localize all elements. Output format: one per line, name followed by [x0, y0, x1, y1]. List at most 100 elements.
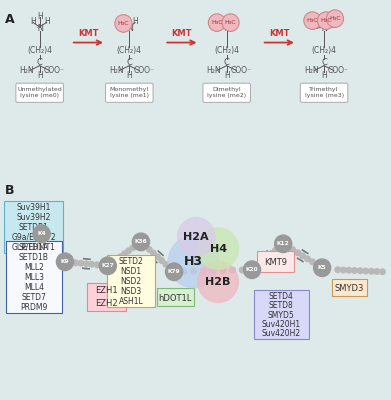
Circle shape	[305, 256, 310, 262]
Text: K4: K4	[37, 231, 46, 236]
Text: PRDM9: PRDM9	[20, 303, 47, 312]
Text: SETD2: SETD2	[119, 257, 143, 266]
Text: KMT: KMT	[172, 29, 192, 38]
Text: KMT: KMT	[269, 29, 289, 38]
FancyBboxPatch shape	[203, 83, 250, 102]
Text: H: H	[132, 17, 138, 26]
Circle shape	[346, 268, 352, 273]
Text: H₃C: H₃C	[118, 21, 129, 26]
Circle shape	[261, 257, 266, 263]
Text: MLL3: MLL3	[24, 273, 44, 282]
FancyBboxPatch shape	[157, 288, 194, 306]
Text: (CH₂)4: (CH₂)4	[117, 46, 142, 55]
Circle shape	[274, 235, 292, 253]
Text: SETD1A: SETD1A	[19, 243, 49, 252]
Text: K79: K79	[168, 269, 180, 274]
Circle shape	[45, 238, 50, 244]
Circle shape	[269, 251, 274, 256]
Text: H: H	[321, 71, 327, 80]
Circle shape	[314, 259, 331, 276]
Text: SETD4: SETD4	[269, 292, 294, 301]
Circle shape	[191, 268, 196, 274]
Text: H₂N: H₂N	[304, 66, 319, 75]
Circle shape	[6, 237, 11, 243]
Circle shape	[244, 261, 260, 278]
Text: H: H	[230, 17, 235, 26]
Circle shape	[253, 264, 258, 269]
Circle shape	[113, 257, 119, 262]
Circle shape	[198, 261, 239, 302]
Circle shape	[220, 268, 226, 273]
Text: H: H	[327, 17, 333, 26]
FancyBboxPatch shape	[332, 278, 366, 296]
Circle shape	[56, 253, 74, 270]
Text: H₃C: H₃C	[211, 20, 223, 25]
Circle shape	[42, 234, 47, 240]
FancyBboxPatch shape	[16, 83, 63, 102]
Text: K36: K36	[135, 239, 147, 244]
Circle shape	[300, 253, 305, 258]
Text: (CH₂)4: (CH₂)4	[27, 46, 52, 55]
Circle shape	[171, 269, 177, 274]
Text: K20: K20	[246, 267, 258, 272]
Circle shape	[62, 259, 68, 264]
Circle shape	[357, 268, 363, 274]
Circle shape	[265, 254, 270, 260]
Circle shape	[159, 258, 164, 263]
Circle shape	[62, 259, 68, 264]
Circle shape	[249, 267, 255, 272]
Text: COO⁻: COO⁻	[43, 66, 65, 75]
Text: H₂N: H₂N	[109, 66, 124, 75]
Circle shape	[100, 262, 105, 268]
Text: K9: K9	[61, 259, 69, 264]
Circle shape	[290, 247, 296, 253]
Circle shape	[48, 242, 53, 247]
Text: G9a/EHMT2: G9a/EHMT2	[11, 233, 56, 242]
Text: SETDB1: SETDB1	[19, 223, 49, 232]
Text: A: A	[5, 13, 14, 26]
Text: ·N: ·N	[319, 24, 328, 33]
FancyBboxPatch shape	[107, 255, 155, 307]
Circle shape	[280, 241, 286, 247]
Circle shape	[19, 234, 24, 240]
Circle shape	[84, 261, 89, 266]
Circle shape	[54, 248, 59, 254]
Text: Unmethylated
lysine (me0): Unmethylated lysine (me0)	[17, 87, 62, 98]
Circle shape	[134, 242, 140, 248]
Text: COO⁻: COO⁻	[133, 66, 154, 75]
Text: MLL2: MLL2	[24, 263, 44, 272]
Circle shape	[130, 245, 135, 251]
Text: H₃C: H₃C	[320, 18, 332, 23]
Text: H: H	[44, 17, 50, 26]
Text: Suv420H1: Suv420H1	[262, 320, 301, 329]
Circle shape	[276, 244, 282, 250]
Circle shape	[257, 260, 262, 266]
Circle shape	[68, 260, 73, 265]
Circle shape	[115, 15, 132, 32]
Text: hDOT1L: hDOT1L	[159, 294, 192, 302]
FancyBboxPatch shape	[106, 83, 153, 102]
Text: C: C	[321, 58, 327, 67]
Circle shape	[163, 262, 169, 267]
Text: (CH₂)4: (CH₂)4	[214, 46, 239, 55]
Circle shape	[138, 239, 143, 245]
Text: Dimethyl
lysine (me2): Dimethyl lysine (me2)	[207, 87, 246, 98]
Circle shape	[335, 267, 341, 272]
Circle shape	[208, 14, 226, 31]
Circle shape	[363, 268, 368, 274]
Text: SETD8: SETD8	[269, 301, 294, 310]
Text: NSD2: NSD2	[121, 277, 142, 286]
Text: ·N: ·N	[222, 24, 231, 33]
Text: H: H	[126, 71, 132, 80]
Circle shape	[198, 228, 239, 269]
Text: EZH1: EZH1	[95, 286, 118, 295]
Text: KMT: KMT	[78, 29, 99, 38]
Circle shape	[105, 263, 111, 268]
Circle shape	[285, 244, 291, 250]
Text: MLL4: MLL4	[24, 283, 44, 292]
Text: GLP/EHMT1: GLP/EHMT1	[12, 243, 56, 252]
Circle shape	[341, 267, 346, 273]
Circle shape	[326, 10, 344, 28]
Circle shape	[201, 268, 206, 274]
Circle shape	[109, 260, 115, 266]
